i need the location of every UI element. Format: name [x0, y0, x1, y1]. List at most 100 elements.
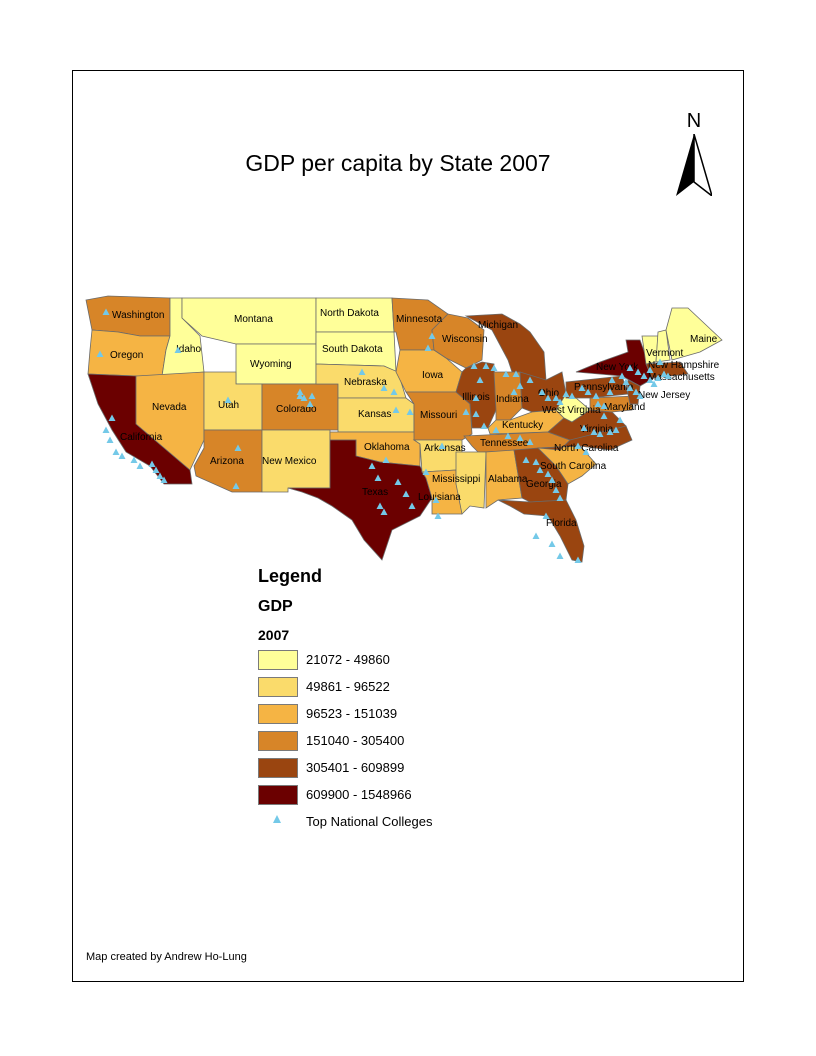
- state-labels-layer: Washington Oregon California Idaho Montana Wy…: [110, 308, 720, 529]
- college-point: [646, 376, 654, 383]
- college-point: [118, 452, 126, 459]
- college-point: [618, 372, 626, 379]
- college-point: [590, 428, 598, 435]
- state-label-louisiana: Louisiana: [418, 492, 461, 503]
- north-arrow-icon: [676, 134, 712, 196]
- state-label-oregon: Oregon: [110, 350, 143, 361]
- college-point: [578, 384, 586, 391]
- state-label-colorado: Colorado: [276, 404, 317, 415]
- college-point: [606, 428, 614, 435]
- state-label-south-carolina: South Carolina: [540, 461, 607, 472]
- state-label-new-mexico: New Mexico: [262, 456, 317, 467]
- college-point: [424, 344, 432, 351]
- college-point: [462, 408, 470, 415]
- college-point: [296, 388, 304, 395]
- legend-row: 96523 - 151039: [258, 702, 518, 729]
- college-point: [612, 426, 620, 433]
- college-point: [556, 494, 564, 501]
- college-point: [368, 462, 376, 469]
- college-point: [106, 436, 114, 443]
- college-point: [596, 430, 604, 437]
- map-title: GDP per capita by State 2007: [245, 150, 551, 176]
- college-point: [232, 482, 240, 489]
- college-point: [584, 388, 592, 395]
- college-point: [552, 394, 560, 401]
- college-point: [224, 396, 232, 403]
- college-point: [492, 426, 500, 433]
- college-point: [600, 412, 608, 419]
- college-point: [160, 476, 168, 483]
- college-point: [622, 378, 630, 385]
- college-point: [402, 490, 410, 497]
- legend-label: 49861 - 96522: [306, 679, 390, 694]
- college-point: [556, 552, 564, 559]
- college-point: [380, 508, 388, 515]
- north-letter: N: [686, 110, 702, 132]
- college-point: [616, 416, 624, 423]
- state-label-new-jersey: New Jersey: [638, 390, 690, 401]
- college-point: [664, 372, 672, 379]
- state-texas: [287, 439, 433, 561]
- state-new-jersey: [627, 379, 641, 405]
- map-credit: Map created by Andrew Ho-Lung: [86, 951, 247, 963]
- state-label-tennessee: Tennessee: [480, 438, 529, 449]
- college-point: [532, 458, 540, 465]
- college-point: [574, 442, 582, 449]
- college-point: [548, 476, 556, 483]
- state-label-nebraska: Nebraska: [344, 377, 387, 388]
- legend-swatch: [258, 785, 298, 805]
- legend-swatch: [258, 758, 298, 778]
- college-point: [600, 402, 608, 409]
- state-label-virginia: Virginia: [580, 424, 614, 435]
- state-label-west-virginia: West Virginia: [542, 405, 601, 416]
- college-point: [526, 438, 534, 445]
- college-point: [510, 388, 518, 395]
- state-new-hampshire: [655, 329, 671, 363]
- college-point: [408, 502, 416, 509]
- college-point: [538, 388, 546, 395]
- state-label-wisconsin: Wisconsin: [442, 334, 488, 345]
- college-point: [480, 422, 488, 429]
- state-label-kentucky: Kentucky: [502, 420, 543, 431]
- state-label-arizona: Arizona: [210, 456, 244, 467]
- college-point: [376, 502, 384, 509]
- college-point: [382, 456, 390, 463]
- college-point: [582, 448, 590, 455]
- college-point: [526, 376, 534, 383]
- college-point: [296, 392, 304, 399]
- legend-swatch: [258, 704, 298, 724]
- college-point: [434, 512, 442, 519]
- college-point: [606, 388, 614, 395]
- legend: Legend GDP 2007 21072 - 49860 49861 - 965…: [258, 566, 518, 834]
- state-label-mississippi: Mississippi: [432, 474, 480, 485]
- legend-row: 21072 - 49860: [258, 648, 518, 675]
- college-point: [148, 460, 156, 467]
- college-point: [380, 384, 388, 391]
- college-point: [522, 456, 530, 463]
- college-point: [608, 376, 616, 383]
- college-point: [512, 370, 520, 377]
- college-point: [544, 394, 552, 401]
- state-label-florida: Florida: [546, 518, 577, 529]
- legend-point-label: Top National Colleges: [306, 814, 433, 829]
- state-label-pennsylvania: Pennsylvania: [574, 382, 634, 393]
- college-point: [234, 444, 242, 451]
- college-point: [136, 462, 144, 469]
- legend-label: 96523 - 151039: [306, 706, 398, 721]
- college-point: [592, 392, 600, 399]
- state-label-idaho: Idaho: [176, 344, 201, 355]
- legend-swatch: [258, 650, 298, 670]
- legend-label: 305401 - 609899: [306, 760, 405, 775]
- states-layer: [85, 295, 723, 563]
- college-point: [552, 486, 560, 493]
- college-point: [626, 364, 634, 371]
- college-point: [646, 366, 654, 373]
- legend-row: 151040 - 305400: [258, 729, 518, 756]
- state-label-maryland: Maryland: [604, 402, 645, 413]
- legend-field: GDP: [258, 598, 293, 615]
- college-point: [152, 466, 160, 473]
- college-point: [472, 394, 480, 401]
- college-point: [358, 368, 366, 375]
- state-label-massachusetts: Massachusetts: [648, 372, 715, 383]
- state-label-south-dakota: South Dakota: [322, 344, 383, 355]
